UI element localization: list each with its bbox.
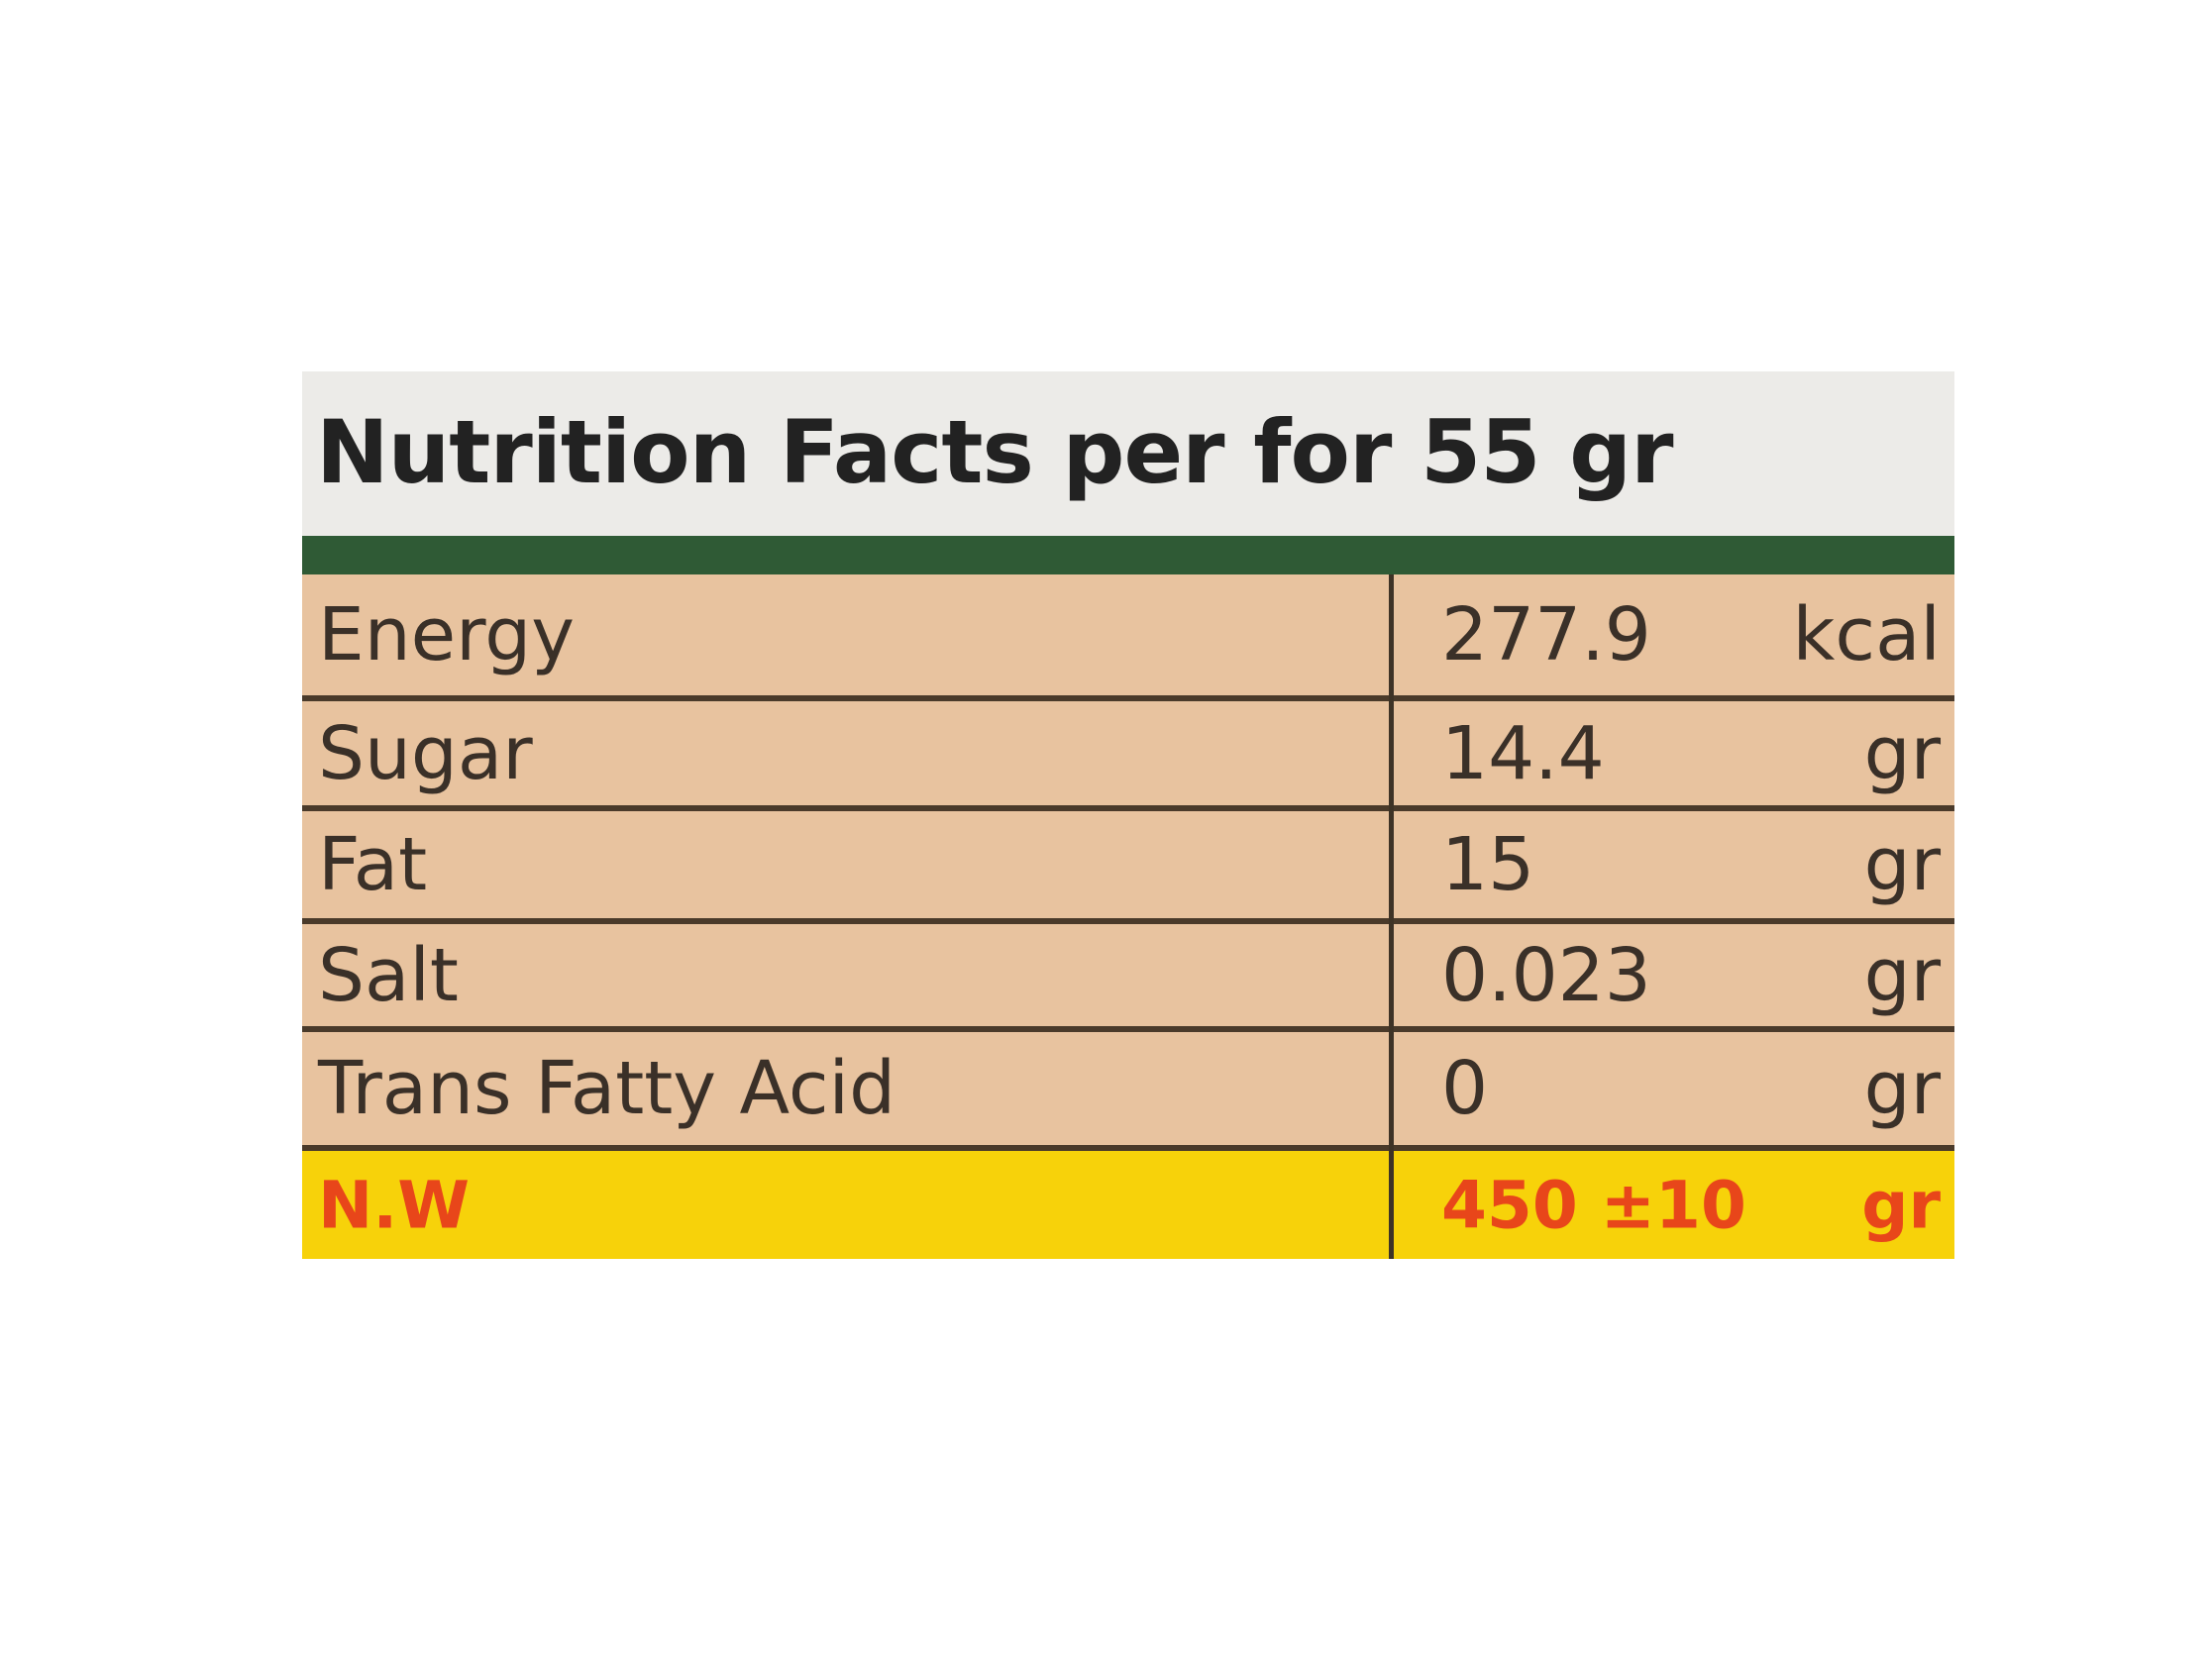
cell-amount: 450 ±10 bbox=[1441, 1167, 1746, 1243]
cell-amount: 14.4 bbox=[1441, 710, 1605, 796]
table-row: Sugar 14.4 gr bbox=[302, 701, 1954, 811]
table-row: N.W 450 ±10 gr bbox=[302, 1151, 1954, 1259]
cell-name: N.W bbox=[318, 1167, 471, 1243]
table-row: Trans Fatty Acid 0 gr bbox=[302, 1032, 1954, 1151]
nutrition-label: Nutrition Facts per for 55 gr Energy 277.… bbox=[302, 371, 1954, 1259]
title-band: Nutrition Facts per for 55 gr bbox=[302, 371, 1954, 536]
table-row: Energy 277.9 kcal bbox=[302, 574, 1954, 701]
cell-unit: kcal bbox=[1792, 592, 1941, 677]
cell-name: Energy bbox=[318, 592, 576, 677]
column-divider bbox=[1389, 574, 1394, 1259]
cell-name: Fat bbox=[318, 822, 428, 907]
cell-unit: gr bbox=[1863, 710, 1941, 796]
cell-name: Sugar bbox=[318, 710, 533, 796]
title: Nutrition Facts per for 55 gr bbox=[316, 401, 1673, 503]
cell-name: Trans Fatty Acid bbox=[318, 1046, 896, 1131]
cell-amount: 0 bbox=[1441, 1046, 1489, 1131]
cell-unit: gr bbox=[1863, 1046, 1941, 1131]
header-rule bbox=[302, 536, 1954, 574]
cell-amount: 15 bbox=[1441, 822, 1535, 907]
cell-unit: gr bbox=[1863, 822, 1941, 907]
cell-unit: gr bbox=[1863, 932, 1941, 1018]
table-row: Salt 0.023 gr bbox=[302, 924, 1954, 1032]
cell-amount: 277.9 bbox=[1441, 592, 1651, 677]
cell-name: Salt bbox=[318, 932, 459, 1018]
cell-amount: 0.023 bbox=[1441, 932, 1651, 1018]
table-row: Fat 15 gr bbox=[302, 811, 1954, 924]
cell-unit: gr bbox=[1861, 1167, 1941, 1243]
